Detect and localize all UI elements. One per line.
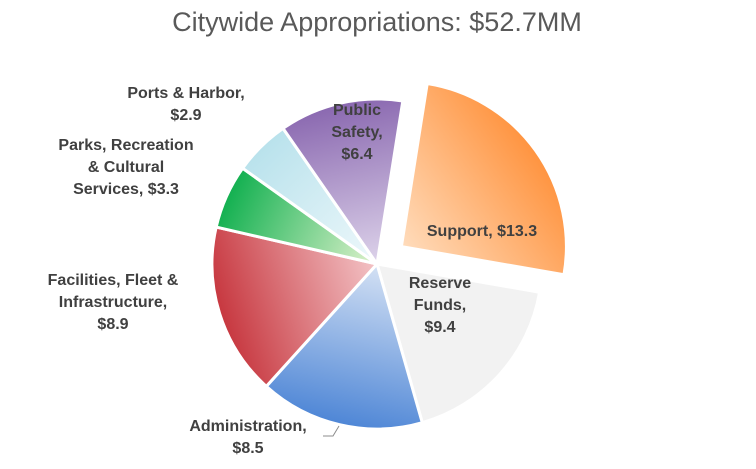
label-line: Support, $13.3	[427, 223, 537, 240]
slice-reserve-funds	[375, 262, 542, 425]
label-line: Infrastructure,	[59, 294, 167, 311]
label-administration: Administration, $8.5	[189, 418, 306, 457]
chart-title: Citywide Appropriations: $52.7MM	[172, 7, 582, 37]
label-line: $6.4	[341, 146, 372, 163]
label-line: $2.9	[170, 107, 201, 124]
label-line: Services, $3.3	[73, 181, 179, 198]
label-leaders	[323, 425, 340, 437]
slice-facilities-fleet-infrastructure	[210, 225, 379, 388]
label-line: Parks, Recreation	[58, 137, 193, 154]
slice-public-safety	[281, 97, 405, 266]
slice-labels: Support, $13.3 Reserve Funds, $9.4 Administr…	[48, 85, 538, 457]
slice-support	[399, 82, 568, 277]
label-line: Ports & Harbor,	[127, 85, 244, 102]
label-line: $8.5	[232, 440, 263, 457]
label-parks-recreation-cultural-services: Parks, Recreation & Cultural Services, $3.…	[58, 137, 193, 198]
label-reserve-funds: Reserve Funds, $9.4	[409, 275, 471, 336]
label-line: Safety,	[331, 124, 382, 141]
label-line: Facilities, Fleet &	[48, 272, 179, 289]
label-line: Administration,	[189, 418, 306, 435]
pie-slices	[210, 82, 568, 431]
label-line: Funds,	[414, 297, 466, 314]
label-ports-harbor: Ports & Harbor, $2.9	[127, 85, 244, 124]
slice-administration	[264, 262, 424, 431]
label-line: $9.4	[424, 319, 455, 336]
label-line: $8.9	[97, 316, 128, 333]
label-facilities-fleet-infrastructure: Facilities, Fleet & Infrastructure, $8.9	[48, 272, 179, 333]
leader-line-administration	[323, 425, 340, 437]
label-support: Support, $13.3	[427, 223, 537, 240]
label-public-safety: Public Safety, $6.4	[331, 102, 382, 163]
label-line: & Cultural	[88, 159, 164, 176]
label-line: Public	[333, 102, 381, 119]
label-line: Reserve	[409, 275, 471, 292]
